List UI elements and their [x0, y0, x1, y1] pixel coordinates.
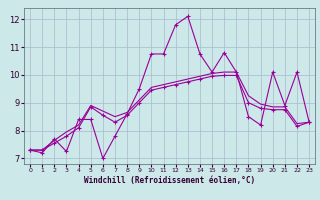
X-axis label: Windchill (Refroidissement éolien,°C): Windchill (Refroidissement éolien,°C) — [84, 176, 255, 185]
